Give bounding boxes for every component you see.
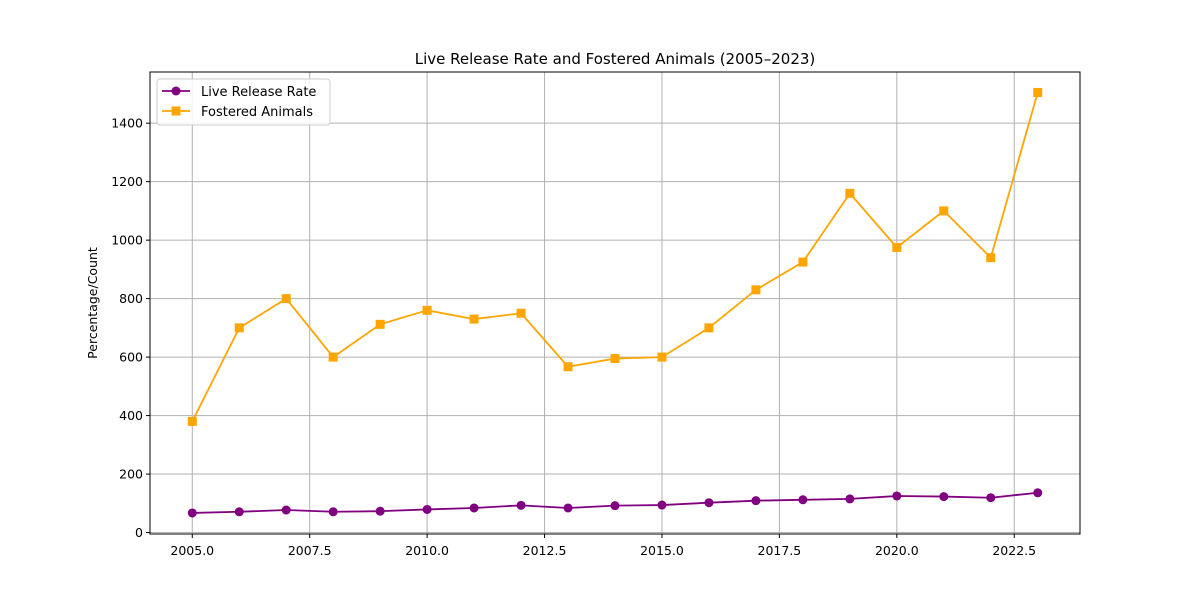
data-point-live-release-rate [986, 493, 996, 503]
data-point-fostered-animals [516, 308, 526, 318]
data-point-fostered-animals [892, 242, 902, 252]
data-point-fostered-animals [187, 416, 197, 426]
data-point-live-release-rate [939, 492, 949, 502]
data-point-fostered-animals [845, 188, 855, 198]
x-tick-label: 2015.0 [640, 543, 684, 558]
legend-marker-fostered-animals [171, 106, 181, 116]
legend-entry-live-release-rate: Live Release Rate [162, 85, 316, 100]
y-tick-label: 600 [119, 350, 143, 365]
data-point-live-release-rate [328, 507, 338, 517]
chart-title: Live Release Rate and Fostered Animals (… [415, 50, 816, 68]
y-tick-label: 1000 [111, 233, 143, 248]
data-point-fostered-animals [986, 253, 996, 263]
data-point-live-release-rate [657, 500, 667, 510]
data-point-live-release-rate [563, 503, 573, 513]
data-point-live-release-rate [375, 506, 385, 516]
y-tick-label: 400 [119, 408, 143, 423]
data-point-fostered-animals [657, 352, 667, 362]
x-tick-label: 2012.5 [523, 543, 567, 558]
data-point-fostered-animals [1033, 87, 1043, 97]
legend: Live Release Rate Fostered Animals [156, 78, 331, 126]
y-tick-label: 1400 [111, 116, 143, 131]
legend-marker-live-release-rate [171, 86, 181, 96]
data-point-live-release-rate [798, 495, 808, 505]
data-point-fostered-animals [328, 352, 338, 362]
data-point-live-release-rate [281, 505, 291, 515]
plot-frame [149, 71, 1081, 535]
data-point-fostered-animals [610, 354, 620, 364]
x-tick-label: 2007.5 [288, 543, 332, 558]
data-point-fostered-animals [422, 305, 432, 315]
y-tick-label: 200 [119, 467, 143, 482]
y-axis: 0 200 400 600 800 1000 1200 1400 [111, 116, 150, 540]
x-tick-label: 2022.5 [992, 543, 1036, 558]
grid [150, 72, 1080, 534]
data-point-fostered-animals [281, 294, 291, 304]
x-tick-label: 2005.0 [170, 543, 214, 558]
data-point-fostered-animals [751, 285, 761, 295]
x-tick-label: 2010.0 [405, 543, 449, 558]
data-point-live-release-rate [516, 500, 526, 510]
data-point-fostered-animals [704, 323, 714, 333]
data-point-live-release-rate [234, 507, 244, 517]
data-point-fostered-animals [563, 362, 573, 372]
x-tick-label: 2020.0 [875, 543, 919, 558]
data-point-live-release-rate [892, 491, 902, 501]
series-layer [187, 87, 1043, 518]
data-point-live-release-rate [1033, 488, 1043, 498]
data-point-live-release-rate [422, 504, 432, 514]
legend-label-live-release-rate: Live Release Rate [201, 85, 316, 100]
data-point-live-release-rate [845, 494, 855, 504]
data-point-fostered-animals [798, 257, 808, 267]
data-point-fostered-animals [939, 206, 949, 216]
data-point-fostered-animals [469, 314, 479, 324]
data-point-live-release-rate [187, 508, 197, 518]
legend-label-fostered-animals: Fostered Animals [201, 105, 313, 120]
x-axis: 2005.0 2007.5 2010.0 2012.5 2015.0 2017.5 2020… [170, 534, 1036, 558]
data-point-live-release-rate [469, 503, 479, 513]
legend-entry-fostered-animals: Fostered Animals [162, 105, 313, 120]
y-tick-label: 800 [119, 291, 143, 306]
y-axis-label: Percentage/Count [85, 247, 100, 359]
data-point-fostered-animals [375, 319, 385, 329]
y-tick-label: 0 [135, 525, 143, 540]
x-tick-label: 2017.5 [758, 543, 802, 558]
data-point-fostered-animals [234, 323, 244, 333]
data-point-live-release-rate [751, 496, 761, 506]
data-point-live-release-rate [704, 498, 714, 508]
y-tick-label: 1200 [111, 174, 143, 189]
legend-box [156, 78, 331, 126]
data-point-live-release-rate [610, 501, 620, 511]
